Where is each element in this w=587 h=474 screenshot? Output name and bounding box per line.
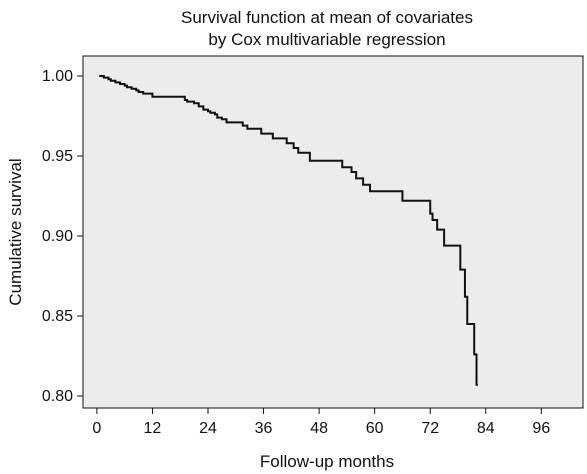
y-tick-label: 0.95	[42, 148, 73, 165]
y-tick-label: 1.00	[42, 68, 73, 85]
x-tick-label: 84	[477, 420, 495, 437]
plot-area	[82, 55, 584, 409]
chart-title-line-1: Survival function at mean of covariates	[181, 8, 473, 27]
y-axis-title: Cumulative survival	[6, 158, 25, 305]
axis-ticks: 0 12 24 36 48 60 72 84 96 0.80 0.85 0.90 0.95 1.00	[42, 68, 550, 437]
survival-step-line	[99, 75, 478, 386]
x-tick-label: 12	[144, 420, 162, 437]
x-tick-label: 0	[92, 420, 101, 437]
x-axis-title: Follow-up months	[260, 452, 394, 471]
y-tick-label: 0.80	[42, 388, 73, 405]
x-tick-label: 36	[255, 420, 273, 437]
x-tick-label: 24	[199, 420, 217, 437]
y-tick-label: 0.90	[42, 228, 73, 245]
x-tick-label: 72	[421, 420, 439, 437]
x-tick-label: 48	[310, 420, 328, 437]
x-tick-label: 60	[366, 420, 384, 437]
y-tick-label: 0.85	[42, 308, 73, 325]
chart-title-line-2: by Cox multivariable regression	[208, 30, 445, 49]
x-tick-label: 96	[532, 420, 550, 437]
